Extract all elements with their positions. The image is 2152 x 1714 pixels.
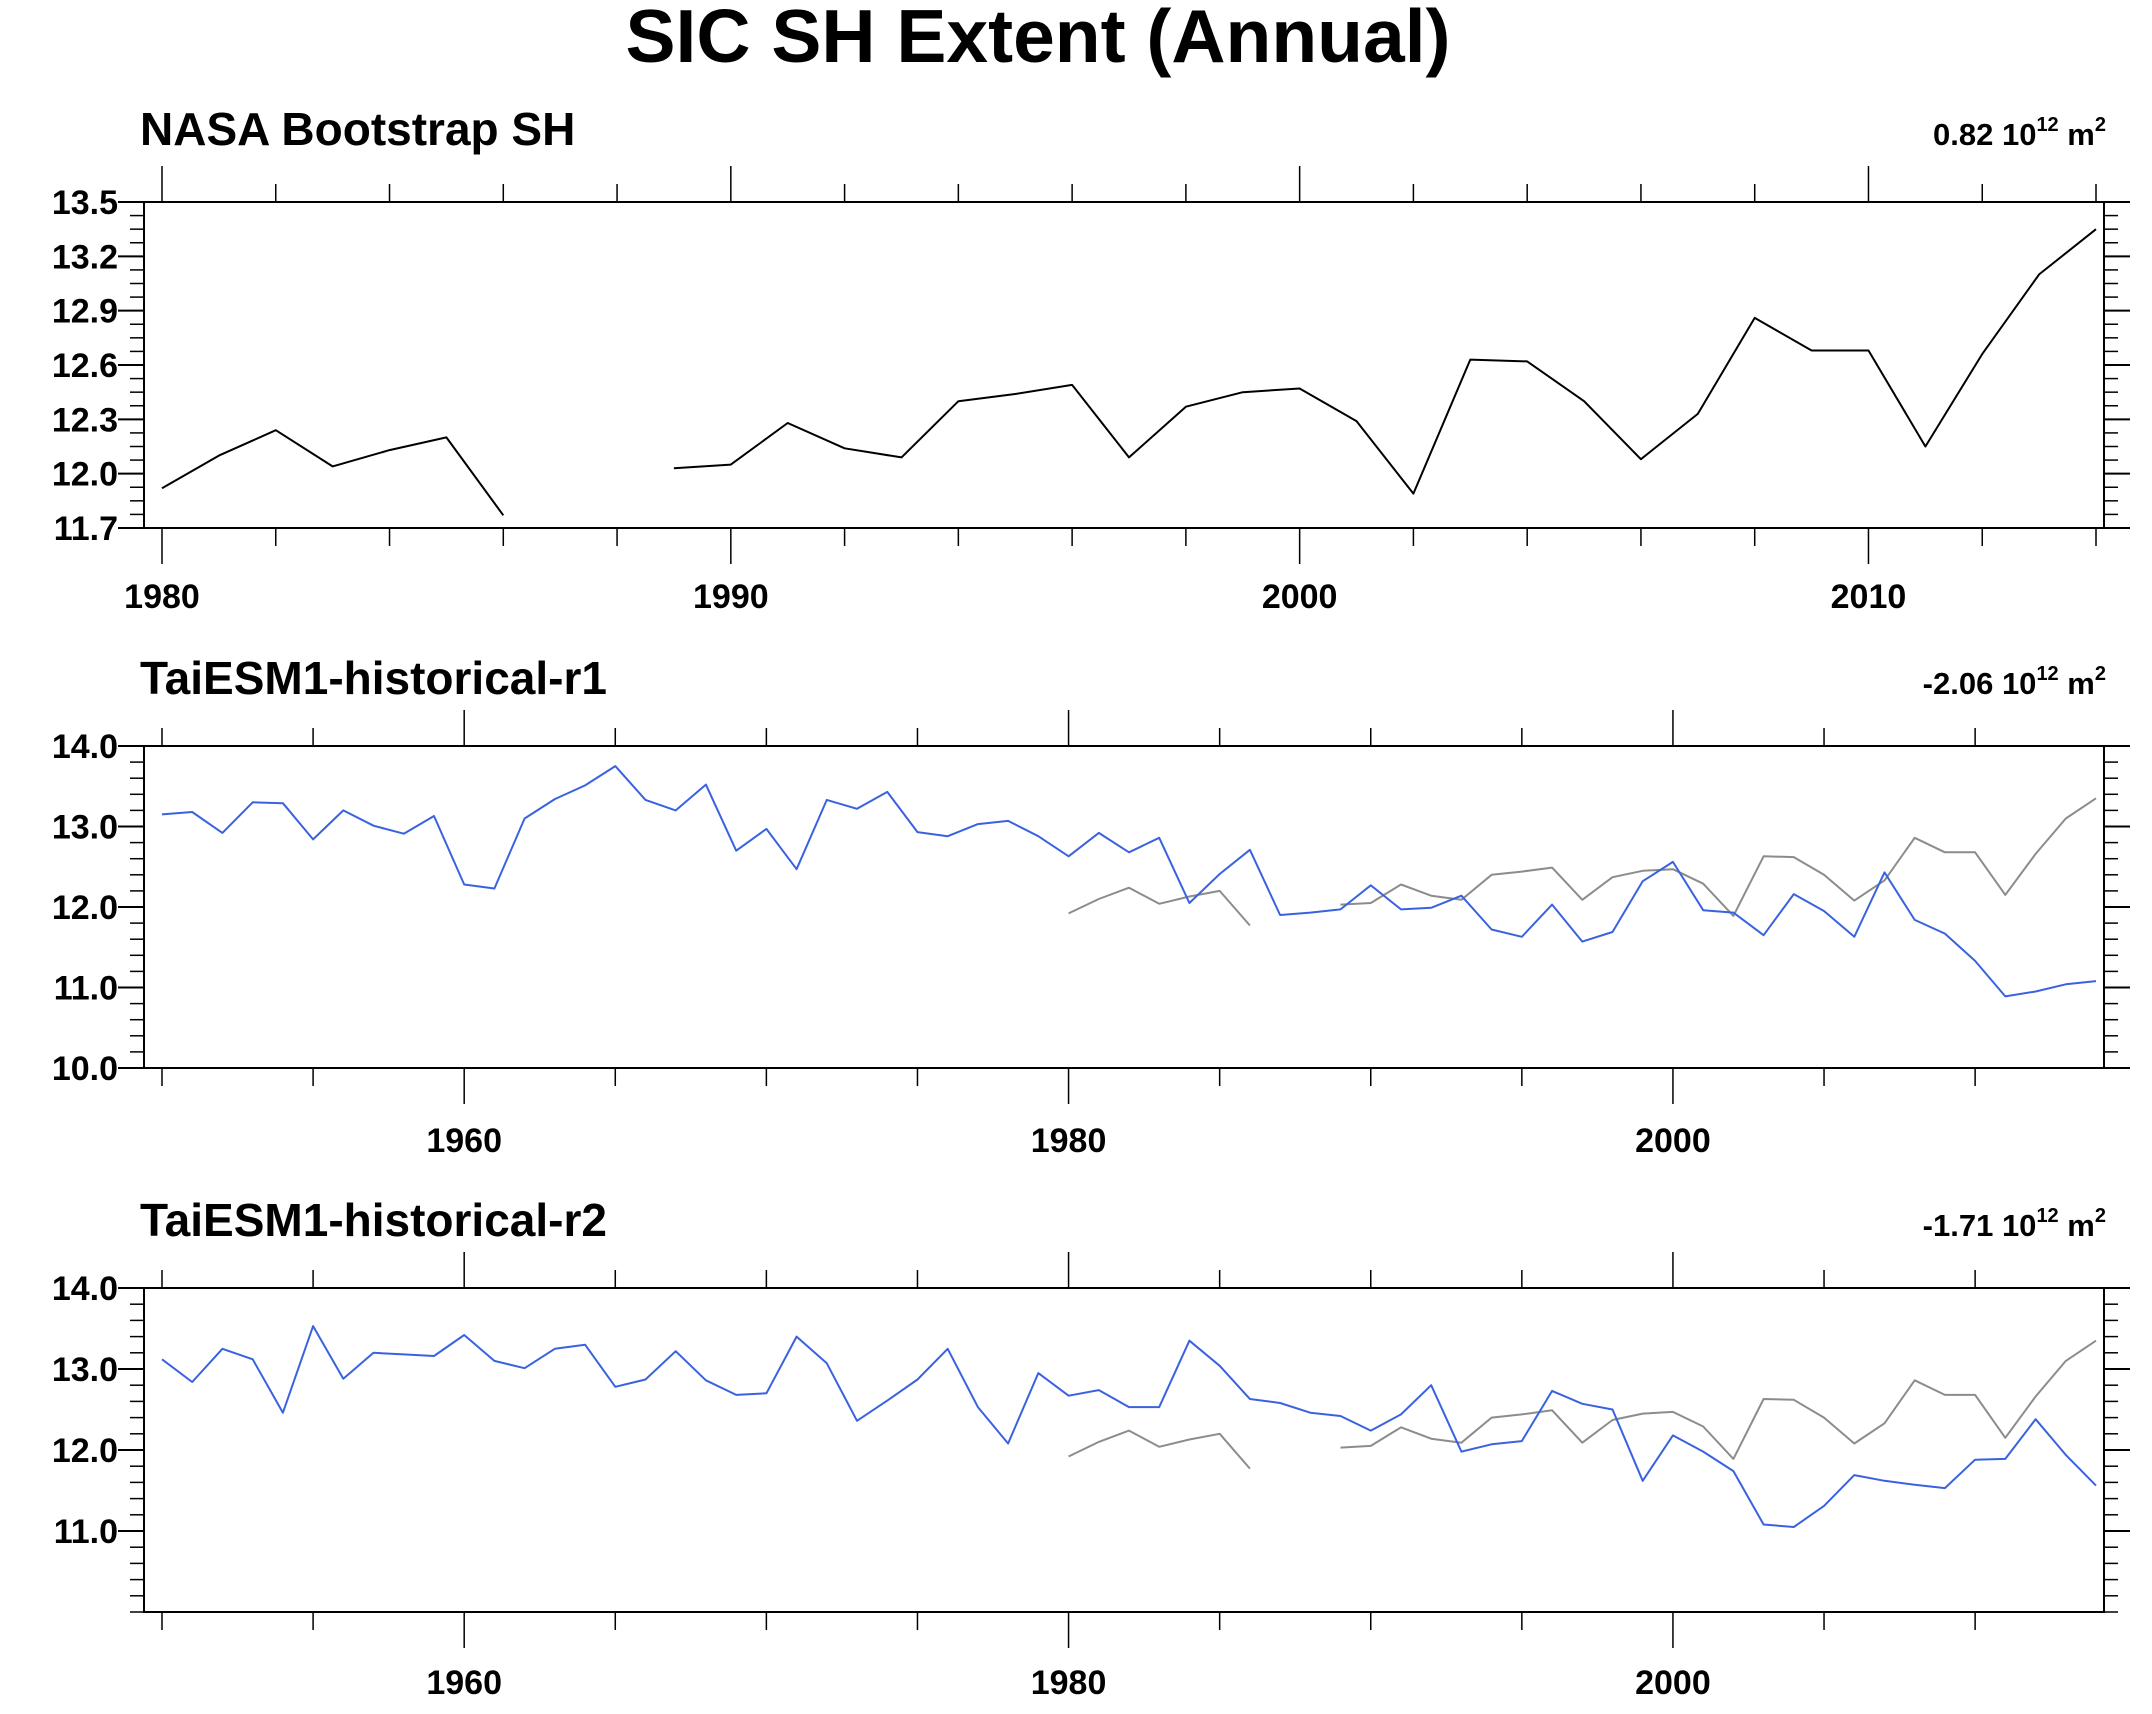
trend-label: -1.71 1012 m2 xyxy=(1923,1205,2106,1243)
trend-label: -2.06 1012 m2 xyxy=(1923,663,2106,701)
series-line-observed xyxy=(161,429,505,516)
series-line-observed_overlay xyxy=(1340,797,2097,917)
chart-panel-2: TaiESM1-historical-r1 -2.06 1012 m2 14.0 13… xyxy=(52,652,2130,1160)
y-tick-label: 11.7 xyxy=(54,510,118,548)
x-tick-label: 2000 xyxy=(1635,1122,1711,1160)
x-tick-label: 1990 xyxy=(693,578,769,616)
trend-label: 0.82 1012 m2 xyxy=(1933,114,2106,152)
figure-title: SIC SH Extent (Annual) xyxy=(625,0,1450,78)
series-line-observed_overlay xyxy=(1068,1429,1251,1470)
y-tick-label: 12.0 xyxy=(52,889,118,927)
y-tick-label: 12.0 xyxy=(52,456,118,494)
panel-title: NASA Bootstrap SH xyxy=(140,103,575,155)
x-tick-label: 1980 xyxy=(1031,1664,1107,1702)
y-tick-label: 10.0 xyxy=(52,1050,118,1088)
x-tick-label: 2010 xyxy=(1831,578,1907,616)
y-tick-label: 13.5 xyxy=(52,184,118,222)
series-line-observed_overlay xyxy=(1340,1339,2097,1460)
series-line-observed xyxy=(673,228,2097,495)
x-tick-label: 1980 xyxy=(1031,1122,1107,1160)
y-tick-label: 11.0 xyxy=(54,970,118,1008)
x-tick-label: 2000 xyxy=(1635,1664,1711,1702)
y-tick-label: 13.0 xyxy=(52,1351,118,1389)
y-tick-label: 12.0 xyxy=(52,1432,118,1470)
x-tick-label: 1960 xyxy=(426,1122,502,1160)
series-line-model xyxy=(161,765,2097,998)
y-tick-label: 12.9 xyxy=(52,293,118,331)
y-tick-label: 11.0 xyxy=(54,1513,118,1551)
plot-frame xyxy=(143,201,2105,529)
chart-panel-1: NASA Bootstrap SH 0.82 1012 m2 13.5 13.2 12.… xyxy=(52,103,2130,616)
plot-frame xyxy=(143,1287,2105,1613)
series-line-observed_overlay xyxy=(1068,886,1251,927)
y-tick-label: 12.3 xyxy=(52,401,118,439)
series-line-model xyxy=(161,1325,2097,1528)
x-tick-label: 1960 xyxy=(426,1664,502,1702)
x-tick-label: 1980 xyxy=(124,578,200,616)
y-tick-label: 13.2 xyxy=(52,238,118,276)
plot-frame xyxy=(143,745,2105,1069)
y-tick-label: 14.0 xyxy=(52,728,118,766)
x-tick-label: 2000 xyxy=(1262,578,1338,616)
y-tick-label: 13.0 xyxy=(52,809,118,847)
y-tick-label: 12.6 xyxy=(52,347,118,385)
chart-panel-3: TaiESM1-historical-r2 -1.71 1012 m2 14.0 13… xyxy=(52,1194,2130,1702)
y-tick-label: 14.0 xyxy=(52,1270,118,1308)
panel-title: TaiESM1-historical-r1 xyxy=(140,652,607,704)
panel-title: TaiESM1-historical-r2 xyxy=(140,1194,607,1246)
